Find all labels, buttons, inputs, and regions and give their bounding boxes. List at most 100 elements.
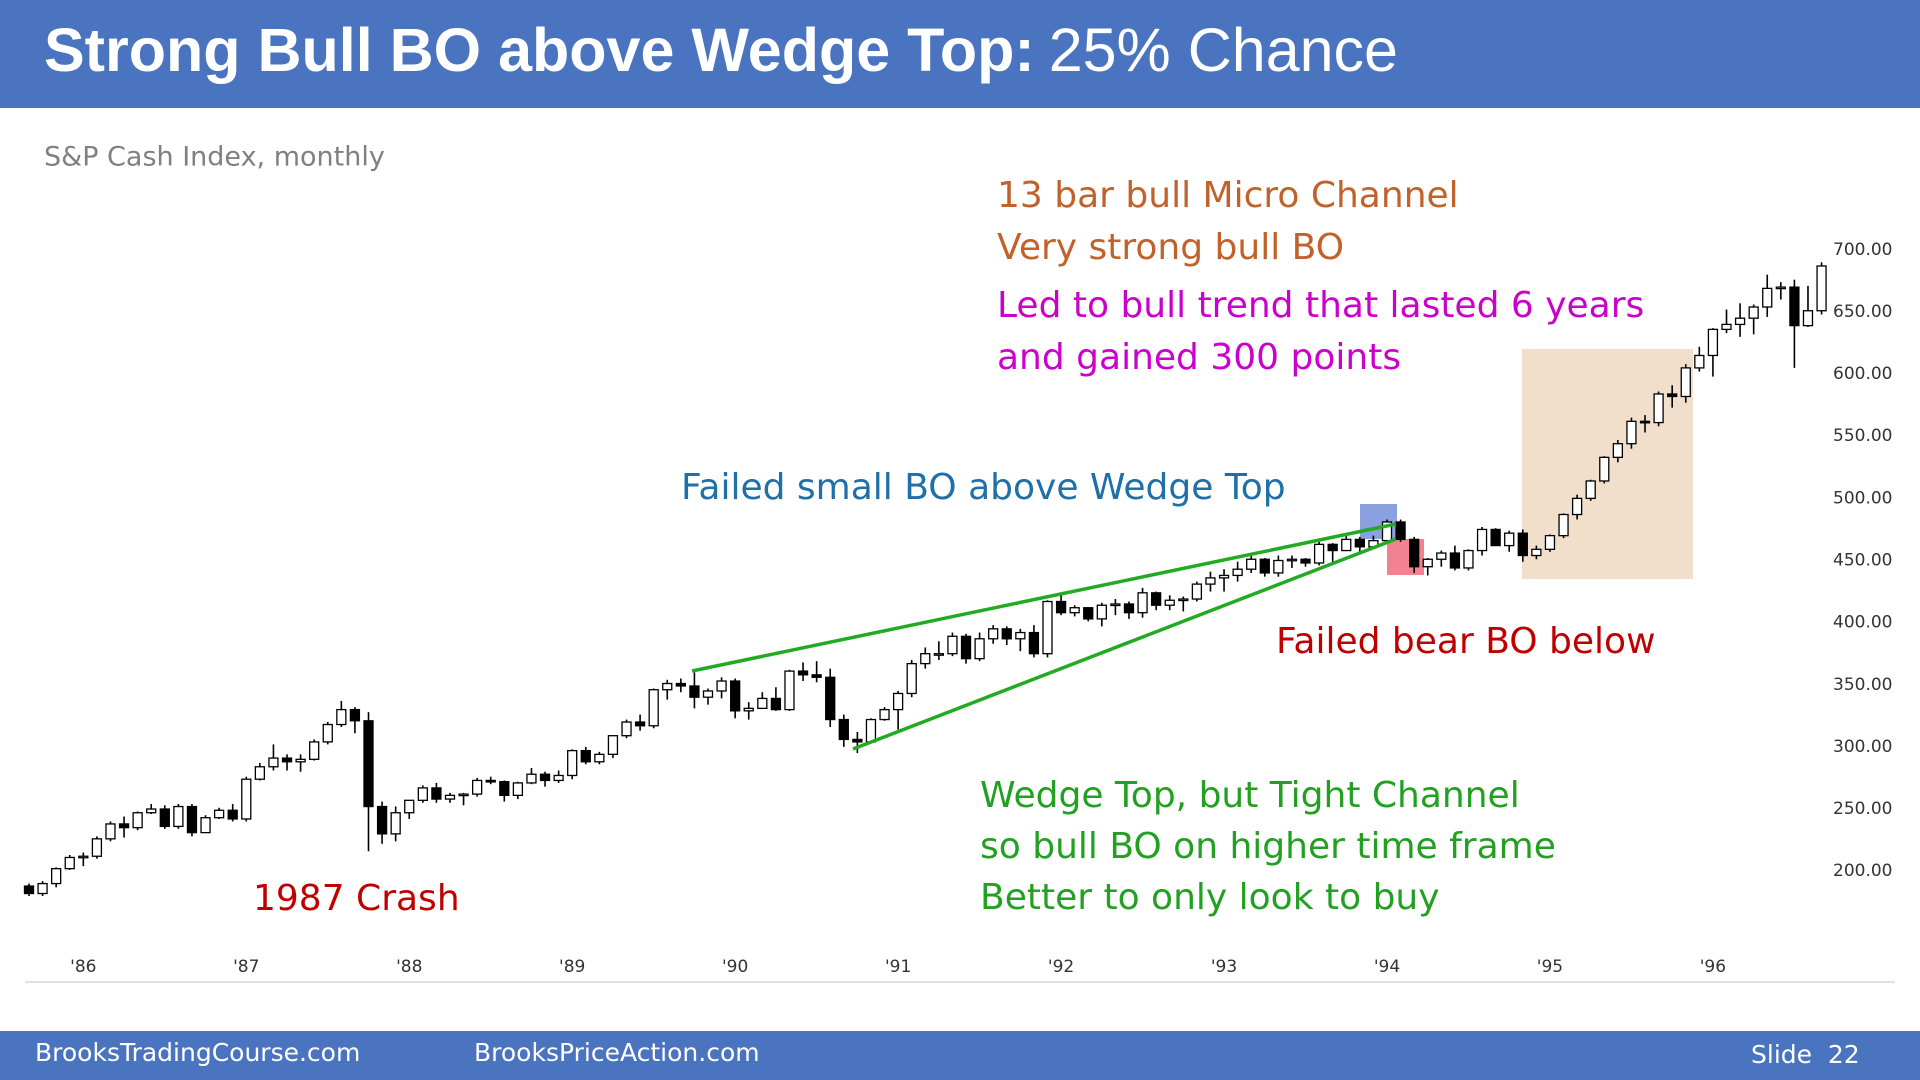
annotation: Led to bull trend that lasted 6 years (997, 285, 1644, 326)
candle-body (309, 741, 320, 760)
annotation: so bull BO on higher time frame (980, 826, 1556, 867)
candle-body (1137, 592, 1148, 614)
candle-body (865, 718, 877, 743)
candle-body (1015, 631, 1026, 640)
candle-body (200, 817, 211, 834)
candle-body (974, 638, 985, 660)
candle-body (1395, 521, 1406, 541)
candle-body (132, 812, 143, 829)
candle-body (186, 805, 198, 834)
candle-body (1504, 532, 1515, 547)
candle-body (1585, 480, 1596, 500)
candle-body (431, 787, 442, 800)
candle-body (960, 635, 972, 660)
candle-body (1178, 598, 1189, 602)
x-tick-label: '86 (70, 957, 96, 977)
candle-body (1802, 310, 1814, 327)
candle-body (444, 794, 456, 800)
y-tick-label: 450.00 (1833, 551, 1892, 571)
candle-body (349, 708, 361, 722)
candle-body (770, 697, 782, 711)
candle-body (1123, 603, 1135, 614)
candle-body (1531, 548, 1542, 557)
candle-body (1354, 538, 1365, 548)
candle-body (1789, 286, 1800, 327)
y-tick-label: 400.00 (1833, 613, 1892, 633)
candle-body (1626, 420, 1637, 445)
candle-body (1096, 604, 1107, 620)
candle-body (1341, 538, 1352, 552)
candle-body (1748, 306, 1759, 319)
candle-body (811, 674, 822, 678)
candle-body (499, 781, 510, 796)
candle-body (852, 738, 863, 743)
candle-body (879, 708, 890, 721)
candle-body (1816, 265, 1827, 312)
candle-body (947, 635, 958, 655)
candle-body (1313, 543, 1325, 564)
candle-body (689, 685, 700, 698)
candle-body (607, 735, 619, 755)
candle-body (1694, 354, 1705, 369)
candle-body (1775, 286, 1786, 290)
candle-body (933, 653, 945, 656)
candle-body (51, 868, 62, 885)
candle-body (838, 718, 849, 741)
candle-body (1218, 574, 1230, 579)
candle-body (594, 753, 605, 763)
candle-body (363, 720, 374, 808)
candle-body (1463, 549, 1474, 569)
y-tick-label: 600.00 (1833, 364, 1892, 384)
candle-body (1191, 583, 1203, 600)
candle-body (920, 653, 931, 665)
title-bold: Strong Bull BO above Wedge Top: (44, 16, 1035, 84)
candle-body (1599, 456, 1610, 482)
candle-body (173, 805, 184, 828)
candle-body (743, 707, 754, 712)
candle-body (1721, 323, 1732, 331)
candle-body (417, 787, 428, 801)
candle-body (1042, 600, 1053, 655)
candle-body (1667, 393, 1678, 398)
candle-body (730, 680, 741, 712)
candle-body (1028, 631, 1040, 655)
candle-body (648, 689, 659, 727)
candle-body (1436, 552, 1447, 560)
x-tick-label: '91 (885, 957, 911, 977)
title-rest: 25% Chance (1049, 16, 1398, 84)
candle-body (1259, 558, 1270, 574)
y-tick-label: 300.00 (1833, 737, 1892, 757)
annotation: Better to only look to buy (980, 877, 1440, 918)
candle-body (458, 793, 469, 797)
annotation: Very strong bull BO (997, 227, 1344, 268)
candle-body (390, 812, 401, 835)
footer-text: Slide 22 (1751, 1040, 1860, 1069)
candle-body (1232, 568, 1243, 577)
candle-body (322, 723, 333, 743)
footer-band (0, 1031, 1920, 1080)
candle-body (146, 808, 157, 814)
annotation: and gained 300 points (997, 337, 1401, 378)
candle-body (1653, 393, 1664, 424)
candle-body (159, 808, 170, 828)
footer-text: BrooksPriceAction.com (474, 1038, 760, 1067)
candle-body (675, 682, 686, 687)
x-tick-label: '95 (1537, 957, 1563, 977)
candle-body (634, 721, 646, 727)
candle-body (906, 662, 917, 695)
candle-body (1001, 628, 1012, 640)
candle-body (1327, 543, 1338, 552)
candle-body (1544, 534, 1556, 550)
candle-body (213, 809, 225, 819)
wedge-lower-line (852, 537, 1397, 751)
candle-body (1409, 538, 1420, 568)
x-tick-label: '88 (396, 957, 422, 977)
candle-body (1612, 443, 1624, 459)
candle-body (404, 799, 415, 814)
candle-body (1762, 287, 1773, 308)
candle-body (485, 779, 496, 783)
y-tick-label: 650.00 (1833, 302, 1892, 322)
candle-body (336, 708, 347, 726)
candle-body (539, 773, 551, 782)
x-tick-label: '94 (1374, 957, 1400, 977)
